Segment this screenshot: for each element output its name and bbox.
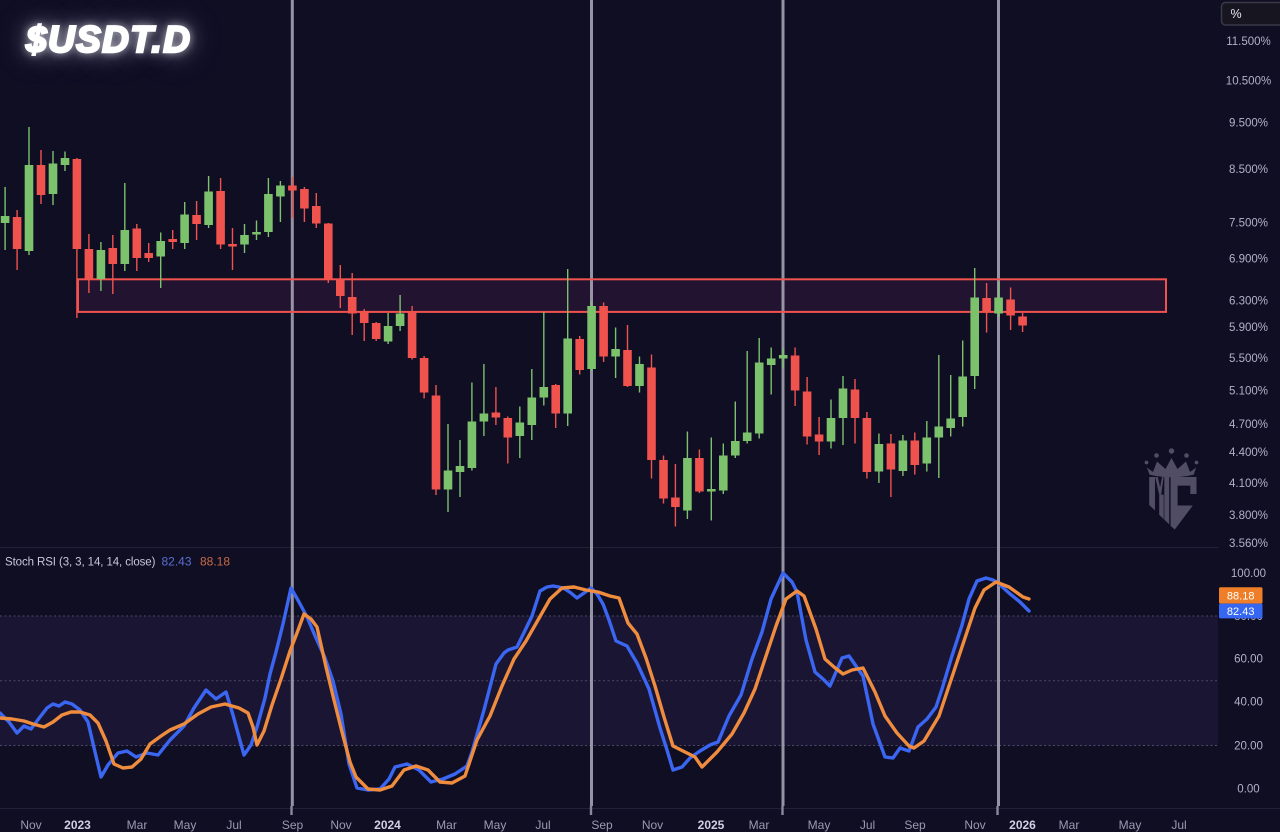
svg-text:0.00: 0.00 bbox=[1237, 784, 1259, 796]
svg-text:3.560%: 3.560% bbox=[1229, 538, 1268, 550]
svg-text:88.18: 88.18 bbox=[1227, 590, 1255, 602]
svg-text:82.43: 82.43 bbox=[162, 555, 192, 569]
svg-text:4.400%: 4.400% bbox=[1229, 447, 1268, 459]
svg-text:4.100%: 4.100% bbox=[1229, 478, 1268, 490]
svg-text:Nov: Nov bbox=[20, 818, 41, 832]
svg-text:Sep: Sep bbox=[904, 818, 926, 832]
svg-text:7.500%: 7.500% bbox=[1229, 218, 1268, 230]
svg-text:60.00: 60.00 bbox=[1234, 654, 1263, 666]
svg-text:Nov: Nov bbox=[964, 818, 985, 832]
svg-text:May: May bbox=[174, 818, 197, 832]
svg-text:Jul: Jul bbox=[860, 818, 875, 832]
svg-text:Jul: Jul bbox=[1171, 818, 1186, 832]
svg-text:8.500%: 8.500% bbox=[1229, 164, 1268, 176]
svg-text:10.500%: 10.500% bbox=[1226, 76, 1271, 88]
svg-text:Sep: Sep bbox=[282, 818, 304, 832]
svg-text:%: % bbox=[1230, 7, 1241, 21]
svg-text:20.00: 20.00 bbox=[1234, 741, 1263, 753]
svg-text:May: May bbox=[808, 818, 831, 832]
svg-text:2025: 2025 bbox=[698, 818, 725, 832]
svg-text:5.100%: 5.100% bbox=[1229, 386, 1268, 398]
svg-text:9.500%: 9.500% bbox=[1229, 118, 1268, 130]
svg-text:4.700%: 4.700% bbox=[1229, 419, 1268, 431]
svg-text:Nov: Nov bbox=[642, 818, 663, 832]
svg-text:May: May bbox=[484, 818, 507, 832]
svg-text:2024: 2024 bbox=[374, 818, 401, 832]
svg-text:May: May bbox=[1119, 818, 1142, 832]
svg-text:6.900%: 6.900% bbox=[1229, 254, 1268, 266]
svg-text:11.500%: 11.500% bbox=[1226, 36, 1271, 48]
svg-text:Mar: Mar bbox=[749, 818, 770, 832]
svg-text:5.500%: 5.500% bbox=[1229, 353, 1268, 365]
svg-text:5.900%: 5.900% bbox=[1229, 322, 1268, 334]
svg-text:Stoch RSI (3, 3, 14, 14, close: Stoch RSI (3, 3, 14, 14, close) bbox=[5, 557, 156, 569]
svg-text:Nov: Nov bbox=[330, 818, 351, 832]
svg-text:Mar: Mar bbox=[127, 818, 148, 832]
svg-text:82.43: 82.43 bbox=[1227, 606, 1255, 618]
svg-text:Sep: Sep bbox=[591, 818, 613, 832]
svg-text:Mar: Mar bbox=[1059, 818, 1080, 832]
svg-text:2023: 2023 bbox=[64, 818, 91, 832]
svg-text:88.18: 88.18 bbox=[200, 555, 230, 569]
svg-text:Mar: Mar bbox=[436, 818, 457, 832]
svg-text:3.800%: 3.800% bbox=[1229, 510, 1268, 522]
svg-text:40.00: 40.00 bbox=[1234, 697, 1263, 709]
svg-text:2026: 2026 bbox=[1009, 818, 1036, 832]
svg-text:Jul: Jul bbox=[226, 818, 241, 832]
svg-text:6.300%: 6.300% bbox=[1229, 296, 1268, 308]
svg-text:Jul: Jul bbox=[535, 818, 550, 832]
svg-text:100.00: 100.00 bbox=[1231, 568, 1266, 580]
